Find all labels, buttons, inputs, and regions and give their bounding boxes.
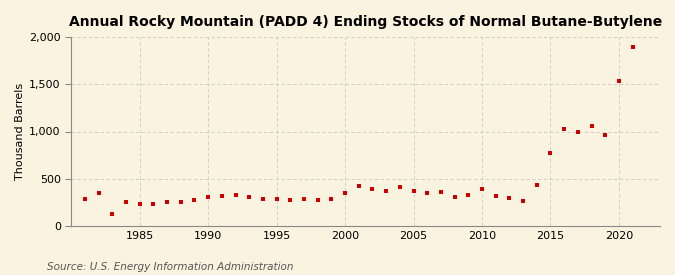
Title: Annual Rocky Mountain (PADD 4) Ending Stocks of Normal Butane-Butylene: Annual Rocky Mountain (PADD 4) Ending St… xyxy=(69,15,662,29)
Y-axis label: Thousand Barrels: Thousand Barrels xyxy=(15,83,25,180)
Text: Source: U.S. Energy Information Administration: Source: U.S. Energy Information Administ… xyxy=(47,262,294,272)
